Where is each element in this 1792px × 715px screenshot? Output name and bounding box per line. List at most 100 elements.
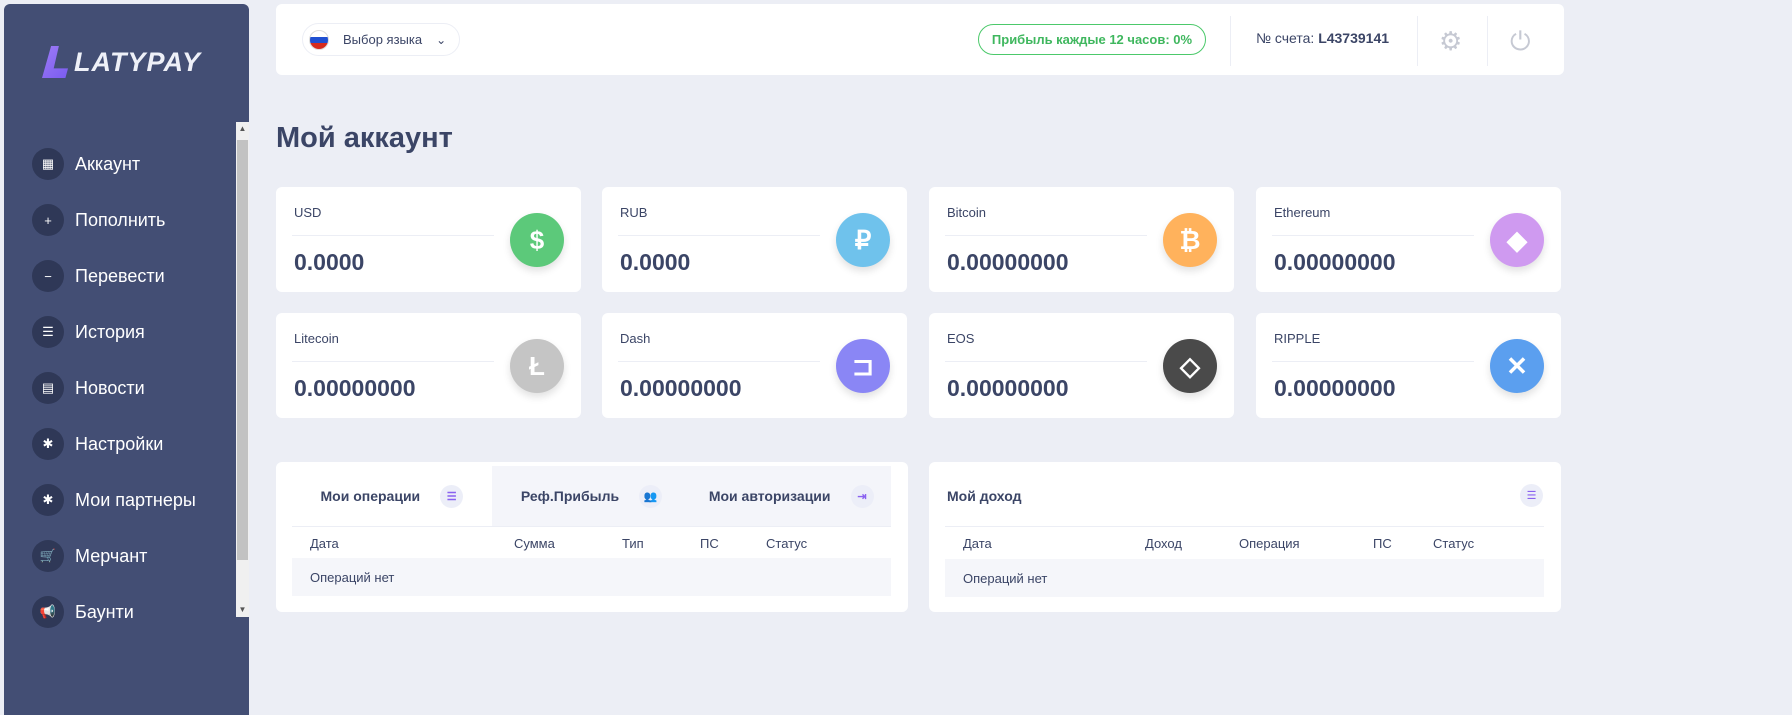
balance-label: Dash xyxy=(620,331,651,346)
divider xyxy=(1230,16,1231,66)
divider xyxy=(292,235,494,236)
divider xyxy=(1272,361,1474,362)
gear-icon: ✱ xyxy=(32,484,64,516)
operations-tabs: Мои операции ☰ Реф.Прибыль 👥 Мои авторизации… xyxy=(292,466,892,526)
balance-card: RIPPLE 0.00000000 ✕ xyxy=(1256,313,1561,418)
operations-panel: Мои операции ☰ Реф.Прибыль 👥 Мои авторизации… xyxy=(276,462,908,612)
column-header: ПС xyxy=(700,536,719,551)
tab-label: Реф.Прибыль xyxy=(520,488,620,504)
balance-card: EOS 0.00000000 ◇ xyxy=(929,313,1234,418)
balance-label: Ethereum xyxy=(1274,205,1331,220)
logo[interactable]: LATYPAY xyxy=(42,46,201,78)
sidebar-item[interactable]: ✱ Настройки xyxy=(32,416,196,472)
language-select[interactable]: Выбор языка ⌄ xyxy=(302,23,460,56)
sidebar-nav: ▦ Аккаунт + Пополнить − Перевести ☰ История ▤ Нов… xyxy=(32,136,196,640)
balance-value: 0.00000000 xyxy=(620,375,742,401)
sidebar-item-label: Мои партнеры xyxy=(75,489,196,510)
list-icon: ☰ xyxy=(32,316,64,348)
column-header: Сумма xyxy=(514,536,555,551)
balance-value: 0.00000000 xyxy=(1274,375,1396,401)
sidebar-item-label: Новости xyxy=(75,377,145,398)
balance-label: RIPPLE xyxy=(1274,331,1321,346)
sidebar-scrollbar[interactable]: ▲ ▼ xyxy=(236,122,249,617)
dollar-icon: $ xyxy=(510,213,564,267)
sidebar: LATYPAY ▦ Аккаунт + Пополнить − Перевести ☰ Ист… xyxy=(4,4,249,715)
account-label: № счета: xyxy=(1256,30,1315,46)
operations-table-header: Дата Сумма Тип ПС Статус xyxy=(292,526,891,558)
income-panel: Мой доход ☰ Дата Доход Операция ПС Статус Оп… xyxy=(929,462,1561,612)
eos-icon: ◇ xyxy=(1163,339,1217,393)
divider xyxy=(1487,16,1488,66)
gear-icon[interactable]: ⚙ xyxy=(1439,26,1463,56)
newspaper-icon: ▤ xyxy=(32,372,64,404)
divider xyxy=(618,361,820,362)
balance-value: 0.00000000 xyxy=(294,375,416,401)
sidebar-item-label: Мерчант xyxy=(75,545,148,566)
column-header: Дата xyxy=(310,536,339,551)
scrollbar-thumb[interactable] xyxy=(237,140,248,560)
logo-mark-icon xyxy=(42,46,68,78)
tab[interactable]: Мои операции ☰ xyxy=(292,466,492,526)
income-title: Мой доход xyxy=(947,488,1022,504)
balance-label: Bitcoin xyxy=(947,205,987,220)
power-icon[interactable]: ⏻ xyxy=(1510,26,1531,56)
russia-flag-icon xyxy=(309,29,329,50)
megaphone-icon: 📢 xyxy=(32,596,64,628)
tab[interactable]: Мои авторизации ⇥ xyxy=(691,466,892,526)
sidebar-item-label: Настройки xyxy=(75,433,164,454)
tab[interactable]: Реф.Прибыль 👥 xyxy=(491,466,692,526)
sidebar-item[interactable]: + Пополнить xyxy=(32,192,196,248)
sidebar-item[interactable]: ☰ История xyxy=(32,304,196,360)
operations-empty: Операций нет xyxy=(292,558,891,596)
column-header: Доход xyxy=(1145,536,1182,551)
sidebar-item[interactable]: 🛒 Мерчант xyxy=(32,528,196,584)
plus-icon: + xyxy=(32,204,64,236)
scroll-up-icon[interactable]: ▲ xyxy=(238,124,247,133)
balance-value: 0.00000000 xyxy=(947,249,1069,275)
cart-icon: 🛒 xyxy=(32,540,64,572)
sidebar-item[interactable]: ✱ Мои партнеры xyxy=(32,472,196,528)
balance-card: Ethereum 0.00000000 ◆ xyxy=(1256,187,1561,292)
divider xyxy=(618,235,820,236)
column-header: ПС xyxy=(1373,536,1392,551)
logo-text: LATYPAY xyxy=(74,46,201,77)
sidebar-item-label: Баунти xyxy=(75,601,134,622)
balance-label: Litecoin xyxy=(294,331,339,346)
account-number: № счета: L43739141 xyxy=(1256,30,1389,46)
column-header: Тип xyxy=(622,536,644,551)
ripple-icon: ✕ xyxy=(1490,339,1544,393)
users-icon: 👥 xyxy=(639,484,663,508)
bitcoin-icon: ₿ xyxy=(1163,213,1217,267)
login-icon: ⇥ xyxy=(850,484,874,508)
gear-icon: ✱ xyxy=(32,428,64,460)
sidebar-item-label: Перевести xyxy=(75,265,165,286)
balance-value: 0.0000 xyxy=(294,249,365,275)
tab-label: Мои авторизации xyxy=(708,488,831,504)
divider xyxy=(1417,16,1418,66)
balance-card: USD 0.0000 $ xyxy=(276,187,581,292)
column-header: Дата xyxy=(963,536,992,551)
balance-card: RUB 0.0000 ₽ xyxy=(602,187,907,292)
ethereum-icon: ◆ xyxy=(1490,213,1544,267)
sidebar-item[interactable]: 📢 Баунти xyxy=(32,584,196,640)
list-icon[interactable]: ☰ xyxy=(1520,484,1543,507)
balance-card: Litecoin 0.00000000 Ł xyxy=(276,313,581,418)
account-value: L43739141 xyxy=(1318,30,1390,46)
balance-value: 0.00000000 xyxy=(947,375,1069,401)
column-header: Статус xyxy=(1433,536,1475,551)
dash-icon: ⊐ xyxy=(836,339,890,393)
litecoin-icon: Ł xyxy=(510,339,564,393)
sidebar-item[interactable]: − Перевести xyxy=(32,248,196,304)
divider xyxy=(292,361,494,362)
tab-label: Мои операции xyxy=(320,488,421,504)
income-table-header: Дата Доход Операция ПС Статус xyxy=(945,526,1544,560)
balance-value: 0.0000 xyxy=(620,249,691,275)
scroll-down-icon[interactable]: ▼ xyxy=(238,605,247,614)
sidebar-item-label: Аккаунт xyxy=(75,153,141,174)
divider xyxy=(1272,235,1474,236)
balance-value: 0.00000000 xyxy=(1274,249,1396,275)
sidebar-item-label: История xyxy=(75,321,145,342)
sidebar-item[interactable]: ▦ Аккаунт xyxy=(32,136,196,192)
sidebar-item-label: Пополнить xyxy=(75,209,166,230)
sidebar-item[interactable]: ▤ Новости xyxy=(32,360,196,416)
